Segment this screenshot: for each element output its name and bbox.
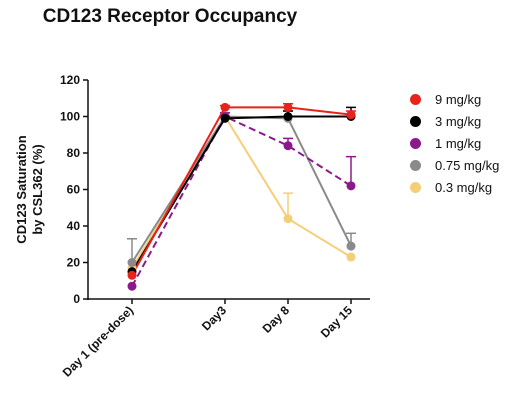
legend-item: 3 mg/kg bbox=[410, 110, 520, 132]
series-line bbox=[131, 114, 352, 269]
data-point bbox=[283, 112, 293, 121]
legend-label: 3 mg/kg bbox=[435, 113, 482, 129]
y-tick-label: 100 bbox=[60, 110, 80, 124]
legend-marker bbox=[410, 181, 421, 193]
data-point bbox=[127, 258, 137, 267]
x-tick-label: Day 8 bbox=[260, 303, 293, 336]
legend-marker bbox=[410, 115, 421, 127]
legend-label: 9 mg/kg bbox=[435, 91, 482, 107]
y-tick-label: 80 bbox=[67, 146, 81, 160]
legend-item: 9 mg/kg bbox=[410, 88, 520, 110]
data-point bbox=[346, 181, 356, 191]
legend-item: 0.75 mg/kg bbox=[410, 154, 520, 176]
data-point bbox=[127, 281, 137, 291]
data-point bbox=[283, 141, 293, 151]
y-axis-label-line: CD123 Saturation bbox=[14, 135, 29, 243]
y-tick-label: 0 bbox=[73, 292, 80, 306]
data-point bbox=[346, 252, 356, 262]
y-axis-label: CD123 Saturationby CSL362 (%) bbox=[14, 135, 45, 243]
x-tick-label: Day 15 bbox=[318, 303, 355, 340]
x-tick-label: Day3 bbox=[199, 303, 229, 333]
legend: 9 mg/kg 3 mg/kg 1 mg/kg 0.75 mg/kg 0.3 mg/kg bbox=[410, 88, 520, 198]
y-tick-label: 120 bbox=[60, 73, 80, 87]
legend-label: 0.3 mg/kg bbox=[435, 179, 493, 195]
legend-marker bbox=[410, 137, 421, 149]
y-tick-label: 60 bbox=[67, 183, 81, 197]
data-point bbox=[346, 241, 356, 251]
data-point bbox=[220, 113, 230, 123]
legend-item: 1 mg/kg bbox=[410, 132, 520, 154]
legend-item: 0.3 mg/kg bbox=[410, 176, 520, 198]
y-axis-label-line: by CSL362 (%) bbox=[30, 144, 45, 234]
legend-marker bbox=[410, 93, 421, 105]
data-point bbox=[283, 102, 293, 112]
legend-label: 1 mg/kg bbox=[435, 135, 482, 151]
legend-label: 0.75 mg/kg bbox=[435, 157, 500, 173]
y-tick-label: 40 bbox=[67, 219, 81, 233]
series-line bbox=[131, 115, 352, 287]
series-line bbox=[131, 115, 352, 264]
data-point bbox=[127, 270, 137, 280]
data-point bbox=[346, 110, 356, 120]
x-tick-label: Day 1 (pre-dose) bbox=[60, 303, 136, 379]
data-point bbox=[283, 214, 293, 224]
series-line bbox=[131, 106, 352, 276]
data-point bbox=[220, 102, 230, 112]
chart-title: CD123 Receptor Occupancy bbox=[42, 6, 298, 27]
legend-marker bbox=[410, 159, 421, 171]
series-line bbox=[131, 115, 351, 273]
y-tick-label: 20 bbox=[67, 256, 81, 270]
